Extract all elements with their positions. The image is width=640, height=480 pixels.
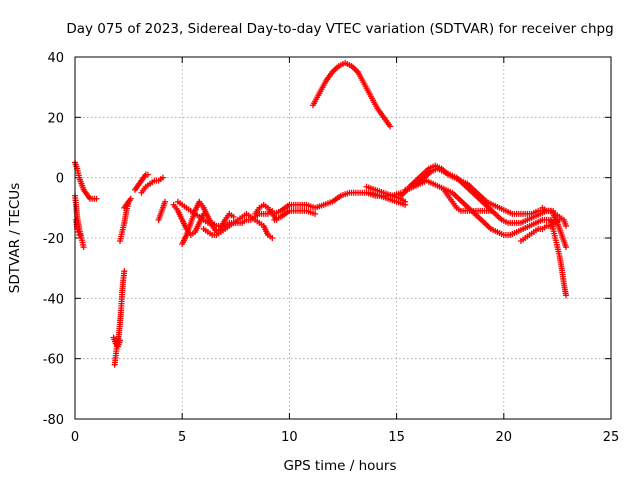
series-track-a <box>72 159 100 202</box>
data-point-marker <box>117 337 124 344</box>
series-track-c <box>73 216 85 241</box>
series-track-n <box>200 210 276 241</box>
series-track-x <box>440 186 494 214</box>
x-tick-label: 20 <box>496 430 513 445</box>
data-point-marker <box>562 222 569 229</box>
x-axis-label: GPS time / hours <box>283 458 396 474</box>
y-tick-label: -60 <box>43 353 64 368</box>
plot-frame <box>74 56 612 420</box>
data-point-marker <box>562 292 569 299</box>
data-point-marker <box>230 213 237 220</box>
y-tick-label: -20 <box>43 232 64 247</box>
y-tick-label: -80 <box>43 413 64 428</box>
series-track-g <box>121 195 134 211</box>
x-tick-label: 0 <box>71 430 79 445</box>
data-point-marker <box>144 171 151 178</box>
data-point-marker <box>387 123 394 130</box>
data-points <box>72 60 569 368</box>
y-tick-label: 40 <box>47 51 64 66</box>
data-point-marker <box>562 244 569 251</box>
series-track-r <box>363 183 409 205</box>
data-point-marker <box>75 228 82 235</box>
y-tick-label: -40 <box>43 292 64 307</box>
x-tick-label: 25 <box>603 430 620 445</box>
data-point-marker <box>93 195 100 202</box>
y-tick-label: 0 <box>56 172 64 187</box>
data-point-marker <box>77 231 84 238</box>
series-track-t <box>309 60 394 130</box>
chart-title: Day 075 of 2023, Sidereal Day-to-day VTE… <box>66 21 613 37</box>
x-tick-label: 15 <box>388 430 405 445</box>
series-track-aa <box>547 216 569 299</box>
series-track-i <box>138 174 166 196</box>
data-point-marker <box>159 174 166 181</box>
data-point-marker <box>78 235 85 241</box>
data-point-marker <box>402 201 409 208</box>
data-point-marker <box>121 268 128 275</box>
axis-ticks: 0 5 10 15 20 25 -80 -60 -40 -20 0 20 40 <box>43 51 620 445</box>
series-track-w <box>406 162 554 217</box>
y-tick-label: 20 <box>47 111 64 126</box>
series-track-h <box>132 171 151 193</box>
data-point-marker <box>269 235 276 241</box>
series-track-q <box>271 207 319 223</box>
data-point-marker <box>162 198 169 205</box>
data-point-marker <box>312 210 319 217</box>
y-axis-label: SDTVAR / TECUs <box>7 183 23 293</box>
x-tick-label: 5 <box>178 430 186 445</box>
series-track-s <box>367 189 409 208</box>
series-track-d <box>111 268 128 368</box>
series-track-ab <box>550 210 569 251</box>
series-track-e <box>110 334 124 350</box>
series-track-b <box>72 192 87 251</box>
series-track-j <box>155 198 169 223</box>
x-tick-label: 10 <box>281 430 298 445</box>
data-point-marker <box>127 195 134 202</box>
series-track-u <box>397 177 559 238</box>
grid <box>75 57 611 419</box>
data-point-marker <box>487 207 494 214</box>
data-point-marker <box>80 244 87 251</box>
